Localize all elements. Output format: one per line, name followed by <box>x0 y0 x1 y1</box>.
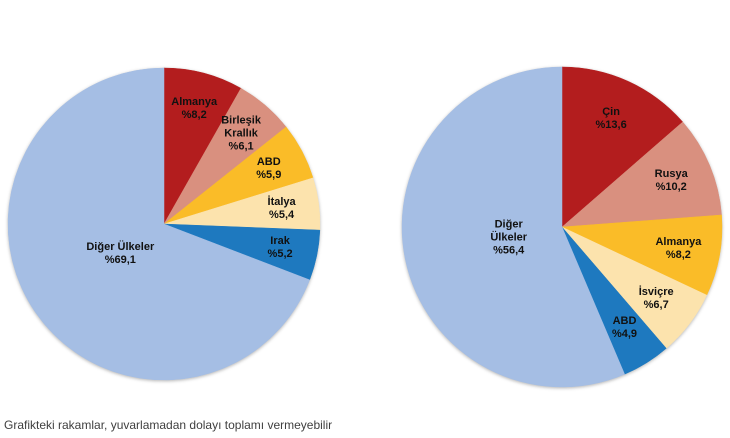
slice-label-almanya: Almanya %8,2 <box>655 235 702 261</box>
pie-chart-left <box>7 67 321 381</box>
slice-label-rusya: Rusya %10,2 <box>654 168 688 194</box>
pie-slice-in <box>561 66 684 228</box>
slice-label-irak: Irak %5,2 <box>267 234 293 260</box>
slice-label-i-talya: İtalya %5,4 <box>267 195 296 221</box>
slice-label-i-svi-re: İsviçre %6,7 <box>638 285 674 311</box>
slice-label-di-er-lkeler: Diğer Ülkeler %56,4 <box>490 218 528 257</box>
slice-label-almanya: Almanya %8,2 <box>171 96 218 122</box>
pie-slice-di-er-lkeler <box>7 67 310 381</box>
slice-label-abd: ABD %4,9 <box>611 314 638 340</box>
pie-slice-rusya <box>561 121 722 228</box>
pie-slice-di-er-lkeler <box>401 66 625 388</box>
slice-label-birle-ik-krall-k: Birleşik Krallık %6,1 <box>221 114 261 153</box>
slice-label-di-er-lkeler: Diğer Ülkeler %69,1 <box>86 241 155 266</box>
slice-label-in: Çin %13,6 <box>595 106 627 132</box>
footnote: Grafikteki rakamlar, yuvarlamadan dolayı… <box>4 418 333 432</box>
pie-chart-right <box>401 66 723 388</box>
slice-label-abd: ABD %5,9 <box>256 155 282 181</box>
